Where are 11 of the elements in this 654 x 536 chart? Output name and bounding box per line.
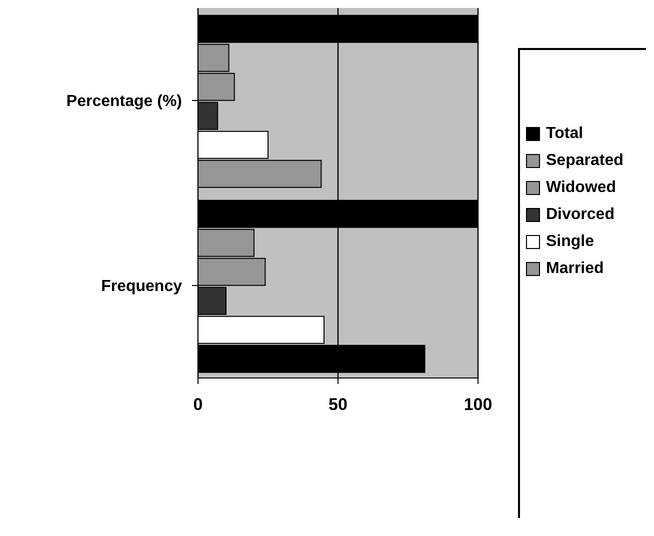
legend-label: Separated [546, 152, 624, 170]
legend-label: Divorced [546, 206, 614, 224]
legend-label: Widowed [546, 178, 616, 196]
legend-label: Total [546, 124, 584, 142]
legend-label: Single [546, 232, 594, 250]
x-tick-label: 100 [464, 395, 492, 414]
x-tick-label: 50 [328, 395, 348, 414]
y-tick-label: Percentage (%) [66, 93, 182, 110]
legend-label: Married [546, 260, 604, 278]
x-tick-label: 0 [193, 395, 203, 414]
y-tick-label: Frequency [101, 278, 182, 296]
